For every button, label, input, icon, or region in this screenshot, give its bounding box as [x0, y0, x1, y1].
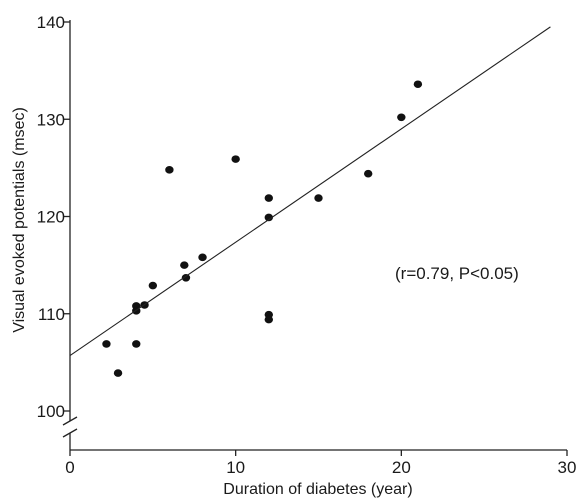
data-point — [264, 315, 273, 324]
data-point — [413, 80, 423, 89]
data-point — [314, 194, 323, 202]
x-tick-label: 10 — [226, 458, 245, 477]
x-tick-label: 20 — [392, 458, 411, 477]
axes-layer — [62, 20, 567, 451]
correlation-annotation: (r=0.79, P<0.05) — [395, 264, 519, 283]
data-point — [397, 113, 406, 122]
data-point — [364, 169, 373, 178]
y-tick-label: 110 — [38, 305, 65, 324]
data-point — [231, 155, 240, 163]
regression-line — [69, 26, 551, 357]
data-point — [148, 281, 158, 290]
data-point — [102, 340, 111, 348]
y-tick-label: 120 — [37, 208, 65, 227]
ticks-layer: 100 110 120 130 140 0 10 20 30 — [37, 13, 577, 477]
data-point — [181, 273, 191, 282]
data-point — [113, 369, 123, 377]
data-point — [165, 166, 174, 174]
regression-line-layer — [69, 26, 551, 357]
data-point — [198, 253, 207, 262]
x-tick-label: 30 — [558, 458, 577, 477]
data-point — [132, 340, 141, 348]
points-layer — [102, 80, 423, 377]
axis-break-lower-slash — [62, 428, 78, 438]
data-point — [264, 194, 273, 202]
y-tick-label: 130 — [37, 110, 65, 129]
axis-break-upper-slash — [62, 416, 78, 426]
data-point — [180, 261, 189, 269]
y-tick-label: 100 — [37, 402, 65, 421]
y-tick-label: 140 — [37, 13, 65, 32]
data-point — [264, 213, 273, 222]
y-axis-title: Visual evoked potentials (msec) — [11, 107, 28, 333]
x-axis-title: Duration of diabetes (year) — [223, 481, 412, 498]
x-tick-label: 0 — [65, 458, 74, 477]
